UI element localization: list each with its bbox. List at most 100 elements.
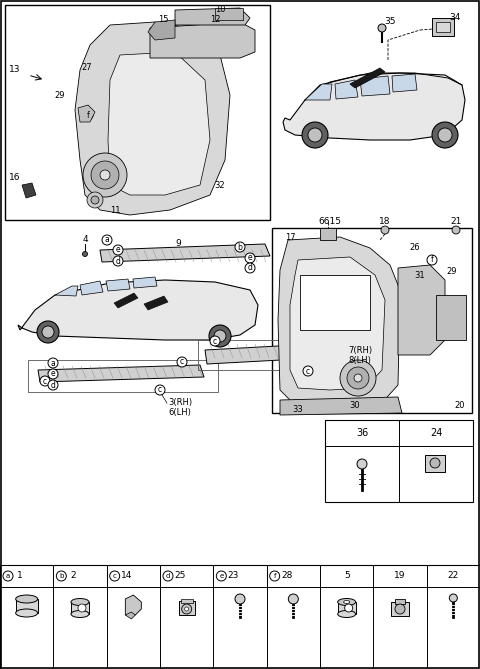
Text: 13: 13 — [9, 66, 21, 74]
Polygon shape — [290, 257, 385, 390]
Circle shape — [345, 604, 353, 612]
Circle shape — [430, 458, 440, 468]
Circle shape — [100, 170, 110, 180]
Circle shape — [83, 252, 87, 256]
Text: 10: 10 — [215, 5, 225, 15]
Circle shape — [381, 226, 389, 234]
Circle shape — [163, 571, 173, 581]
Text: 23: 23 — [228, 571, 239, 581]
Polygon shape — [125, 612, 135, 619]
Text: b: b — [59, 573, 63, 579]
Circle shape — [340, 360, 376, 396]
Polygon shape — [78, 105, 95, 122]
Circle shape — [91, 196, 99, 204]
Ellipse shape — [71, 611, 89, 617]
Circle shape — [216, 571, 227, 581]
Text: 12: 12 — [210, 15, 220, 25]
Text: 17: 17 — [285, 233, 296, 242]
Polygon shape — [100, 244, 270, 262]
Circle shape — [91, 161, 119, 189]
Text: f: f — [274, 573, 276, 579]
Circle shape — [155, 385, 165, 395]
Circle shape — [78, 604, 86, 612]
Polygon shape — [114, 293, 138, 308]
Circle shape — [185, 607, 189, 611]
Circle shape — [83, 153, 127, 197]
Circle shape — [288, 594, 299, 604]
Polygon shape — [22, 183, 36, 198]
Circle shape — [452, 226, 460, 234]
Polygon shape — [55, 286, 78, 296]
Bar — [300, 275, 370, 330]
Text: 7(RH): 7(RH) — [348, 345, 372, 355]
Text: 21: 21 — [450, 217, 462, 227]
Text: 32: 32 — [215, 181, 225, 189]
Text: f: f — [431, 256, 433, 264]
Text: 34: 34 — [449, 13, 461, 23]
Ellipse shape — [16, 595, 37, 603]
Circle shape — [40, 376, 50, 386]
Polygon shape — [108, 52, 210, 195]
Text: f: f — [86, 110, 89, 120]
Circle shape — [48, 369, 58, 379]
Circle shape — [102, 235, 112, 245]
Text: 33: 33 — [293, 405, 303, 415]
Polygon shape — [150, 22, 255, 58]
Bar — [325, 420, 473, 502]
Polygon shape — [175, 8, 250, 25]
Bar — [436, 22, 450, 32]
Circle shape — [245, 253, 255, 263]
Circle shape — [37, 321, 59, 343]
Circle shape — [427, 255, 437, 265]
Polygon shape — [280, 397, 402, 415]
Circle shape — [302, 122, 328, 148]
Bar — [432, 18, 454, 36]
Text: 8(LH): 8(LH) — [348, 355, 371, 365]
Polygon shape — [392, 74, 417, 92]
Text: 29: 29 — [55, 90, 65, 100]
Polygon shape — [133, 277, 157, 288]
Text: 36: 36 — [356, 428, 368, 438]
Polygon shape — [18, 280, 258, 340]
Polygon shape — [283, 73, 465, 140]
Polygon shape — [335, 80, 358, 99]
Text: 25: 25 — [174, 571, 186, 581]
Text: a: a — [6, 573, 10, 579]
Circle shape — [347, 367, 369, 389]
Text: c: c — [180, 357, 184, 367]
Text: d: d — [166, 573, 170, 579]
Text: 30: 30 — [350, 401, 360, 409]
Text: 3(RH): 3(RH) — [168, 399, 192, 407]
Text: a: a — [105, 235, 109, 244]
Text: c: c — [213, 337, 217, 345]
Circle shape — [113, 256, 123, 266]
Polygon shape — [205, 344, 318, 364]
Circle shape — [214, 330, 226, 342]
Circle shape — [357, 459, 367, 469]
Text: 18: 18 — [379, 217, 391, 227]
Circle shape — [378, 24, 386, 32]
Polygon shape — [350, 68, 385, 88]
Ellipse shape — [344, 601, 349, 603]
Text: c: c — [306, 367, 310, 375]
Text: e: e — [219, 573, 224, 579]
Circle shape — [177, 357, 187, 367]
Text: 24: 24 — [430, 428, 442, 438]
Text: b: b — [238, 242, 242, 252]
Bar — [391, 602, 409, 616]
Circle shape — [438, 128, 452, 142]
Circle shape — [210, 336, 220, 346]
Bar — [215, 8, 243, 20]
Bar — [425, 455, 445, 472]
Circle shape — [245, 263, 255, 273]
Text: 4: 4 — [82, 235, 88, 244]
Text: 22: 22 — [448, 571, 459, 581]
Polygon shape — [305, 84, 332, 100]
Circle shape — [83, 110, 93, 120]
Polygon shape — [75, 22, 230, 215]
Text: d: d — [248, 264, 252, 272]
Text: e: e — [116, 246, 120, 254]
Circle shape — [209, 325, 231, 347]
Bar — [337, 602, 356, 614]
Text: 1: 1 — [17, 571, 23, 581]
